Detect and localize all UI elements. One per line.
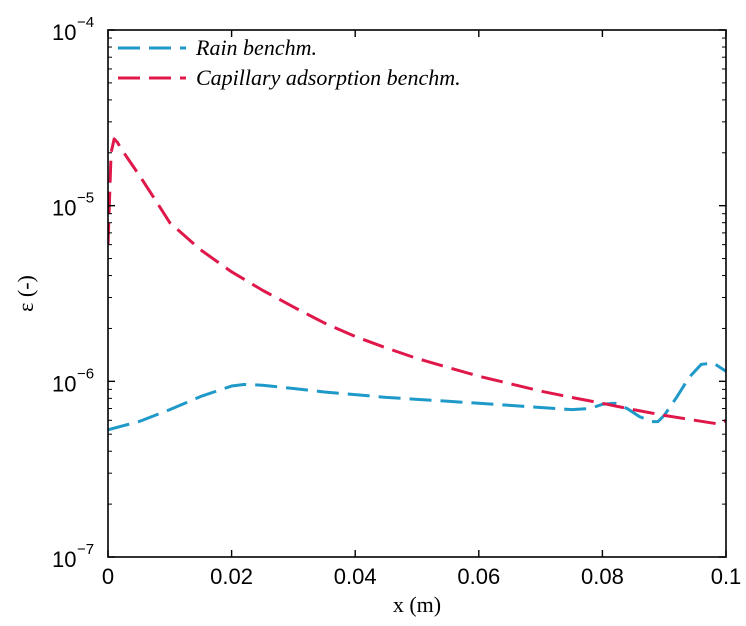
series-line-1 (108, 361, 726, 432)
x-tick-label: 0.04 (334, 564, 377, 589)
x-tick-label: 0.08 (581, 564, 624, 589)
y-tick-exponent: −4 (77, 14, 94, 31)
x-tick-label: 0 (102, 564, 114, 589)
plot-area-frame (107, 29, 727, 558)
series-layer (108, 137, 726, 432)
legend: Rain benchm. Capillary adsorption benchm. (118, 35, 461, 90)
x-tick-label: 0.06 (457, 564, 500, 589)
x-tick-label: 0.1 (711, 564, 742, 589)
legend-label-2: Capillary adsorption benchm. (196, 65, 461, 90)
y-tick-label: 10 (52, 20, 76, 45)
legend-label-1: Rain benchm. (195, 35, 317, 60)
ticks-layer: 0 0.02 0.04 0.06 0.08 0.110−710−610−510−4 (52, 14, 741, 589)
series-line-2 (108, 137, 726, 426)
y-tick-label: 10 (52, 547, 76, 572)
y-tick-label: 10 (52, 371, 76, 396)
y-tick-label: 10 (52, 196, 76, 221)
y-tick-exponent: −7 (77, 541, 94, 558)
y-tick-exponent: −6 (77, 365, 94, 382)
x-axis-label: x (m) (393, 592, 441, 617)
y-tick-exponent: −5 (77, 190, 94, 207)
x-tick-label: 0.02 (210, 564, 253, 589)
y-axis-label: ε (-) (13, 275, 38, 312)
